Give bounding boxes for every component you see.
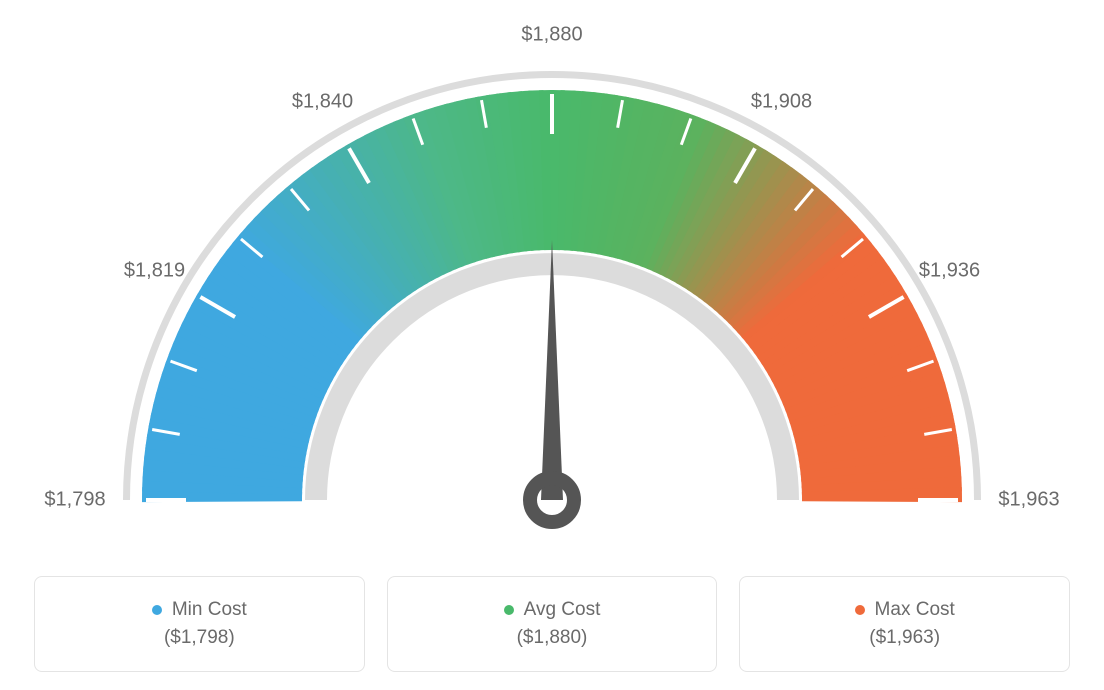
gauge-tick-label: $1,880: [492, 24, 612, 47]
min-dot-icon: [152, 605, 162, 615]
min-cost-label: Min Cost: [172, 599, 247, 621]
avg-cost-label: Avg Cost: [524, 599, 601, 621]
max-cost-value: ($1,963): [869, 627, 940, 649]
gauge-tick-label: $1,936: [890, 259, 1010, 282]
summary-cards: Min Cost ($1,798) Avg Cost ($1,880) Max …: [34, 576, 1070, 672]
max-cost-label: Max Cost: [875, 599, 955, 621]
gauge-chart: $1,798 $1,819 $1,840 $1,880 $1,908 $1,936 $1,9…: [0, 0, 1104, 560]
gauge-tick-label: $1,840: [263, 91, 383, 114]
gauge-tick-label: $1,819: [94, 259, 214, 282]
avg-cost-value: ($1,880): [517, 627, 588, 649]
max-dot-icon: [855, 605, 865, 615]
gauge-tick-label: $1,963: [969, 489, 1089, 512]
avg-cost-card: Avg Cost ($1,880): [387, 576, 718, 672]
min-cost-value: ($1,798): [164, 627, 235, 649]
min-cost-card: Min Cost ($1,798): [34, 576, 365, 672]
max-cost-card: Max Cost ($1,963): [739, 576, 1070, 672]
gauge-tick-label: $1,798: [15, 489, 135, 512]
gauge-tick-label: $1,908: [722, 91, 842, 114]
avg-dot-icon: [504, 605, 514, 615]
